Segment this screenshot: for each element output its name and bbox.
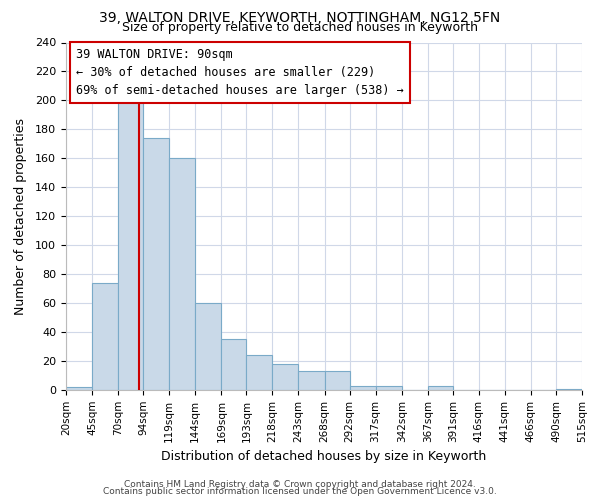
Bar bbox=[92, 283, 118, 390]
Bar bbox=[195, 303, 221, 390]
Y-axis label: Number of detached properties: Number of detached properties bbox=[14, 118, 26, 315]
Bar bbox=[298, 371, 325, 390]
Bar bbox=[66, 387, 92, 390]
Text: Contains HM Land Registry data © Crown copyright and database right 2024.: Contains HM Land Registry data © Crown c… bbox=[124, 480, 476, 489]
Bar bbox=[169, 158, 195, 390]
Text: 39, WALTON DRIVE, KEYWORTH, NOTTINGHAM, NG12 5FN: 39, WALTON DRIVE, KEYWORTH, NOTTINGHAM, … bbox=[100, 11, 500, 25]
Text: Size of property relative to detached houses in Keyworth: Size of property relative to detached ho… bbox=[122, 21, 478, 34]
X-axis label: Distribution of detached houses by size in Keyworth: Distribution of detached houses by size … bbox=[161, 450, 487, 463]
Text: 39 WALTON DRIVE: 90sqm
← 30% of detached houses are smaller (229)
69% of semi-de: 39 WALTON DRIVE: 90sqm ← 30% of detached… bbox=[76, 48, 404, 96]
Bar bbox=[556, 388, 582, 390]
Bar bbox=[118, 100, 143, 390]
Bar bbox=[247, 355, 272, 390]
Bar bbox=[143, 138, 169, 390]
Bar bbox=[428, 386, 453, 390]
Bar bbox=[221, 340, 247, 390]
Bar bbox=[325, 371, 350, 390]
Text: Contains public sector information licensed under the Open Government Licence v3: Contains public sector information licen… bbox=[103, 487, 497, 496]
Bar bbox=[272, 364, 298, 390]
Bar bbox=[376, 386, 401, 390]
Bar bbox=[350, 386, 376, 390]
